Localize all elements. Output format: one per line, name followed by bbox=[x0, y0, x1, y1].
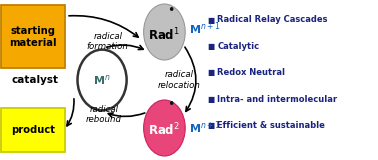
Text: catalyst: catalyst bbox=[12, 75, 59, 85]
Text: Redox Neutral: Redox Neutral bbox=[217, 68, 285, 77]
Text: ■: ■ bbox=[207, 16, 214, 24]
Ellipse shape bbox=[144, 4, 185, 60]
Text: •: • bbox=[167, 4, 175, 17]
Text: ■: ■ bbox=[207, 121, 214, 130]
FancyBboxPatch shape bbox=[1, 5, 65, 68]
Text: Efficient & sustainable: Efficient & sustainable bbox=[217, 121, 325, 130]
Text: Rad$^2$: Rad$^2$ bbox=[149, 122, 180, 139]
Text: product: product bbox=[11, 125, 55, 135]
Text: radical
relocation: radical relocation bbox=[158, 70, 201, 90]
Text: Radical Relay Cascades: Radical Relay Cascades bbox=[217, 16, 328, 24]
Text: radical
formation: radical formation bbox=[87, 32, 129, 51]
Text: Rad$^1$: Rad$^1$ bbox=[149, 27, 180, 44]
FancyBboxPatch shape bbox=[1, 108, 65, 152]
Text: •: • bbox=[167, 98, 175, 111]
Text: Intra- and intermolecular: Intra- and intermolecular bbox=[217, 95, 338, 104]
Ellipse shape bbox=[77, 50, 127, 110]
Text: ■: ■ bbox=[207, 95, 214, 104]
Text: ■: ■ bbox=[207, 68, 214, 77]
Text: Catalytic: Catalytic bbox=[217, 42, 259, 51]
Text: ■: ■ bbox=[207, 42, 214, 51]
Text: M$^{n+1}$: M$^{n+1}$ bbox=[189, 120, 221, 136]
Ellipse shape bbox=[144, 100, 185, 156]
Text: M$^{n+1}$: M$^{n+1}$ bbox=[189, 20, 221, 37]
Text: M$^n$: M$^n$ bbox=[93, 73, 111, 87]
Text: radical
rebound: radical rebound bbox=[86, 105, 122, 124]
Text: starting
material: starting material bbox=[9, 26, 57, 48]
